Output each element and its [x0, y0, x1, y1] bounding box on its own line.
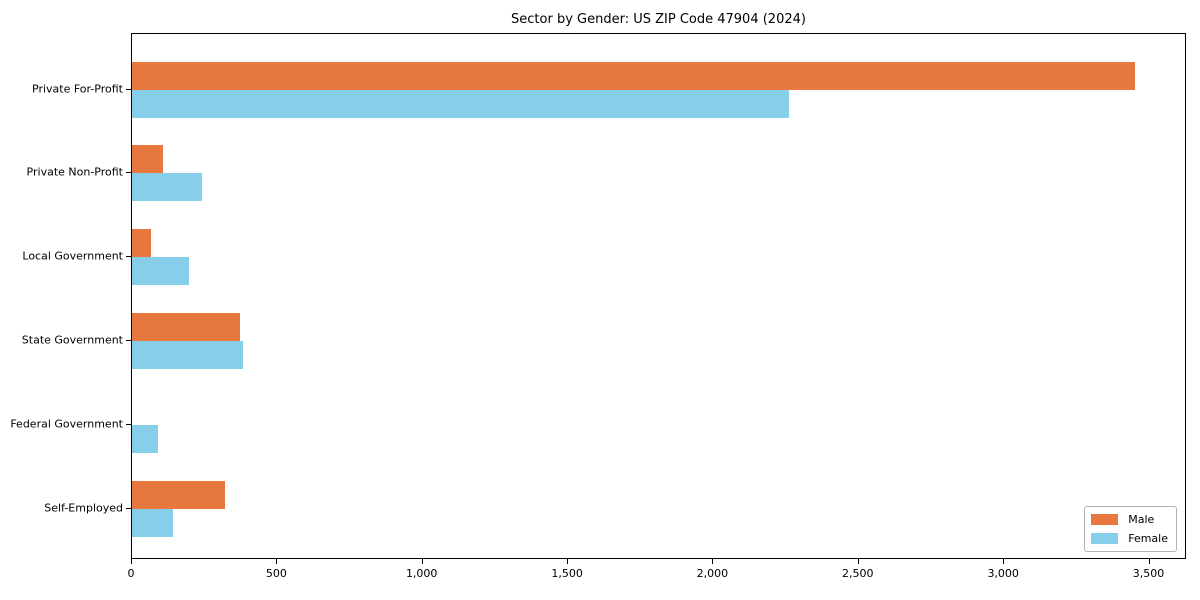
bar-male-3 [132, 229, 151, 258]
xtick-label: 3,000 [987, 567, 1019, 580]
xtick-mark [1148, 559, 1150, 564]
y-axis-labels: Private For-Profit Private Non-Profit Loca… [0, 0, 123, 600]
male-swatch-icon [1091, 514, 1119, 525]
xtick-label: 1,000 [405, 567, 438, 580]
ytick-mark [126, 339, 131, 341]
bar-female-6 [132, 508, 173, 537]
xtick-mark [1003, 559, 1005, 564]
ytick-label: Private For-Profit [32, 82, 123, 95]
xtick-label: 500 [265, 567, 287, 580]
xtick-mark [857, 559, 859, 564]
legend-item-female: Female [1091, 532, 1168, 545]
bar-female-1 [132, 89, 789, 118]
ytick-mark [126, 88, 131, 90]
ytick-label: Local Government [22, 249, 123, 263]
bar-female-4 [132, 340, 243, 369]
xtick-mark [712, 559, 714, 564]
ytick-mark [126, 507, 131, 509]
legend-label-male: Male [1128, 513, 1155, 526]
xtick-mark [567, 559, 569, 564]
ytick-mark [126, 256, 131, 258]
ytick-mark [126, 423, 131, 425]
xtick-mark [276, 559, 278, 564]
xtick-label: 3,500 [1132, 567, 1165, 580]
ytick-label: Self-Employed [44, 501, 123, 514]
bar-female-5 [132, 424, 159, 453]
legend-label-female: Female [1128, 532, 1168, 545]
legend-item-male: Male [1091, 513, 1168, 526]
xtick-label: 2,500 [842, 567, 874, 580]
ytick-label: State Government [21, 333, 123, 347]
plot-area: Male Female [131, 33, 1186, 559]
bar-male-1 [132, 61, 1135, 90]
ytick-mark [126, 172, 131, 174]
ytick-label: Federal Government [10, 417, 123, 431]
bar-female-3 [132, 257, 189, 286]
bar-male-2 [132, 145, 163, 174]
chart-title: Sector by Gender: US ZIP Code 47904 (202… [511, 12, 806, 27]
xtick-label: 2,000 [696, 567, 729, 580]
legend: Male Female [1084, 506, 1177, 552]
ytick-label: Private Non-Profit [26, 165, 123, 179]
xtick-label: 0 [127, 567, 135, 580]
bar-female-2 [132, 173, 202, 202]
xtick-label: 1,500 [551, 567, 583, 580]
female-swatch-icon [1091, 533, 1119, 544]
bar-male-4 [132, 312, 240, 341]
xtick-mark [131, 559, 132, 564]
xtick-mark [421, 559, 423, 564]
bar-male-6 [132, 480, 225, 509]
